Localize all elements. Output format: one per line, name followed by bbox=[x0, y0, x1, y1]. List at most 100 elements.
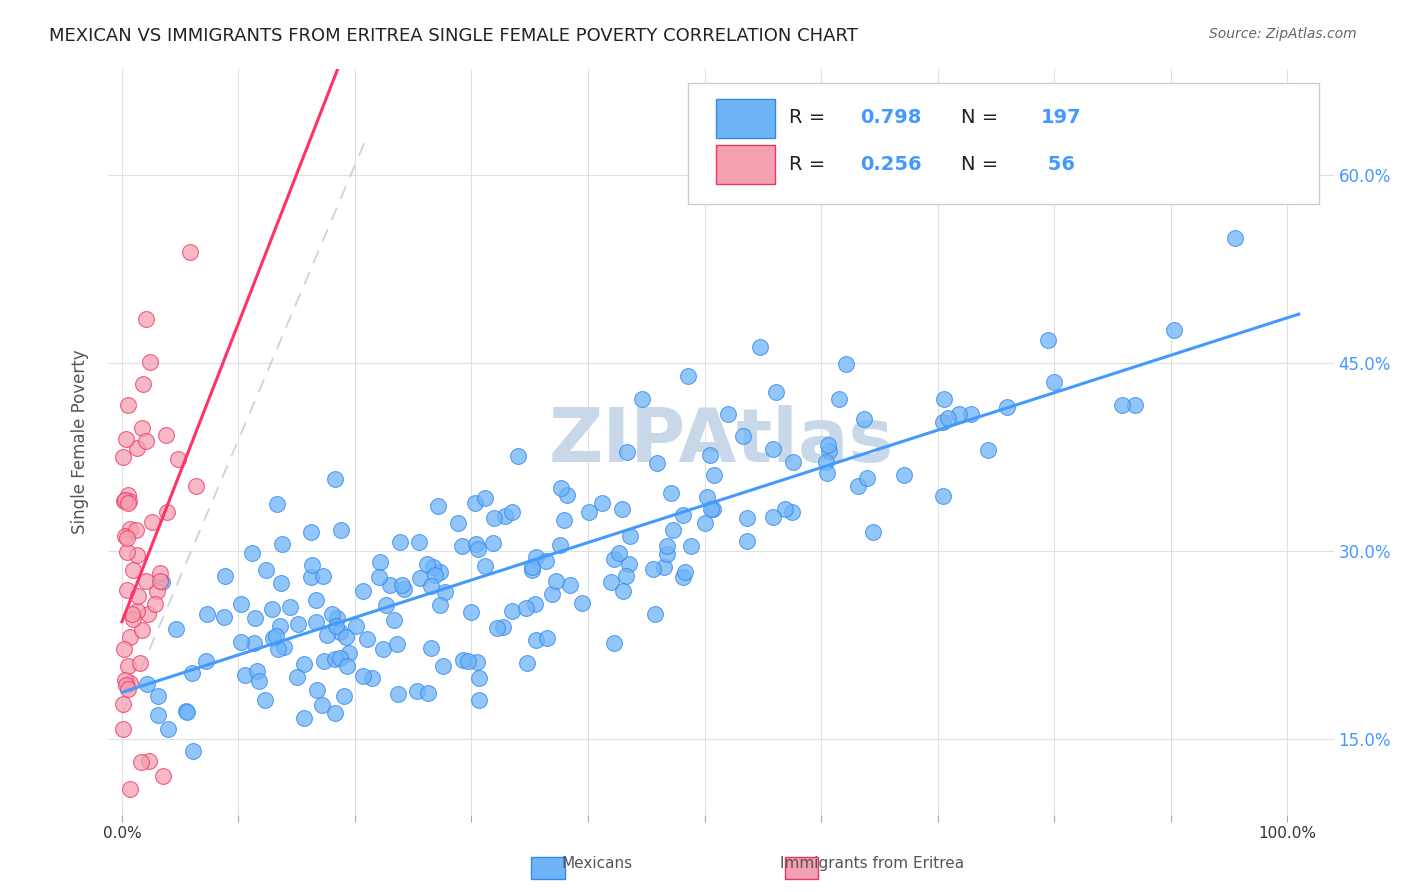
Point bbox=[267, 641, 290, 656]
Point bbox=[194, 654, 217, 668]
Point bbox=[468, 672, 491, 686]
Text: Immigrants from Eritrea: Immigrants from Eritrea bbox=[780, 855, 963, 871]
Point bbox=[118, 675, 141, 690]
Point bbox=[482, 536, 505, 550]
Point bbox=[127, 548, 149, 562]
Point bbox=[260, 601, 283, 615]
Point bbox=[603, 552, 626, 566]
Point bbox=[111, 697, 134, 711]
Point bbox=[661, 523, 683, 537]
Point bbox=[560, 577, 582, 591]
Text: R =: R = bbox=[789, 108, 832, 127]
Point bbox=[115, 582, 138, 597]
Point bbox=[733, 429, 755, 443]
Point bbox=[271, 537, 294, 551]
Point bbox=[120, 781, 142, 796]
Point bbox=[112, 642, 135, 657]
Point bbox=[817, 466, 839, 480]
Point bbox=[285, 670, 308, 684]
Point bbox=[128, 657, 150, 671]
Point bbox=[482, 511, 505, 525]
Point bbox=[460, 605, 482, 619]
Point bbox=[262, 631, 284, 645]
Point bbox=[501, 504, 523, 518]
Point bbox=[312, 569, 335, 583]
Point bbox=[748, 340, 770, 354]
Point bbox=[152, 769, 174, 783]
Point bbox=[378, 578, 401, 592]
Point bbox=[114, 673, 136, 687]
Text: N =: N = bbox=[962, 154, 1004, 174]
Point bbox=[114, 493, 136, 508]
FancyBboxPatch shape bbox=[688, 84, 1319, 204]
Point bbox=[356, 632, 378, 646]
Point bbox=[555, 488, 578, 502]
Point bbox=[893, 467, 915, 482]
Point bbox=[165, 622, 187, 636]
Point bbox=[932, 415, 955, 429]
Point bbox=[603, 636, 626, 650]
Point bbox=[273, 640, 295, 654]
Point bbox=[762, 509, 785, 524]
Point bbox=[243, 611, 266, 625]
Point bbox=[392, 582, 415, 596]
Point bbox=[599, 575, 621, 590]
Point bbox=[612, 502, 634, 516]
Point bbox=[181, 744, 204, 758]
Point bbox=[467, 693, 489, 707]
Point bbox=[118, 522, 141, 536]
Point bbox=[129, 756, 152, 770]
Point bbox=[269, 619, 291, 633]
Point bbox=[117, 681, 139, 696]
Text: 56: 56 bbox=[1040, 154, 1074, 174]
Point bbox=[270, 576, 292, 591]
Point bbox=[703, 467, 725, 482]
Point bbox=[846, 479, 869, 493]
Point bbox=[321, 607, 343, 621]
Point bbox=[344, 619, 367, 633]
Point bbox=[827, 392, 849, 406]
Y-axis label: Single Female Poverty: Single Female Poverty bbox=[72, 349, 89, 533]
Point bbox=[229, 597, 252, 611]
Point bbox=[546, 574, 568, 588]
Point bbox=[117, 488, 139, 502]
Point bbox=[385, 637, 408, 651]
Point bbox=[862, 524, 884, 539]
Point bbox=[523, 597, 546, 611]
Point bbox=[149, 574, 172, 588]
Point bbox=[735, 534, 758, 549]
Point bbox=[121, 607, 143, 622]
Point bbox=[550, 482, 572, 496]
Point bbox=[782, 455, 804, 469]
Point bbox=[699, 448, 721, 462]
Point bbox=[1111, 398, 1133, 412]
Point bbox=[515, 601, 537, 615]
Point bbox=[671, 508, 693, 522]
Point bbox=[114, 432, 136, 446]
Point bbox=[131, 624, 153, 638]
Point bbox=[305, 592, 328, 607]
Point bbox=[135, 434, 157, 448]
Point bbox=[780, 505, 803, 519]
Point bbox=[114, 678, 136, 692]
Point bbox=[156, 505, 179, 519]
Text: Source: ZipAtlas.com: Source: ZipAtlas.com bbox=[1209, 27, 1357, 41]
Point bbox=[693, 516, 716, 531]
Point bbox=[117, 496, 139, 510]
Point bbox=[315, 628, 337, 642]
Point bbox=[135, 574, 157, 588]
Point bbox=[765, 384, 787, 399]
Point bbox=[578, 505, 600, 519]
Point bbox=[676, 368, 699, 383]
Point bbox=[485, 621, 508, 635]
Point bbox=[337, 646, 360, 660]
Point bbox=[174, 704, 197, 718]
Point bbox=[233, 668, 256, 682]
Point bbox=[155, 428, 177, 442]
Point bbox=[157, 723, 180, 737]
Point bbox=[240, 546, 263, 560]
Point bbox=[534, 554, 557, 568]
Point bbox=[122, 612, 145, 626]
Point bbox=[491, 620, 513, 634]
Point bbox=[673, 566, 696, 580]
